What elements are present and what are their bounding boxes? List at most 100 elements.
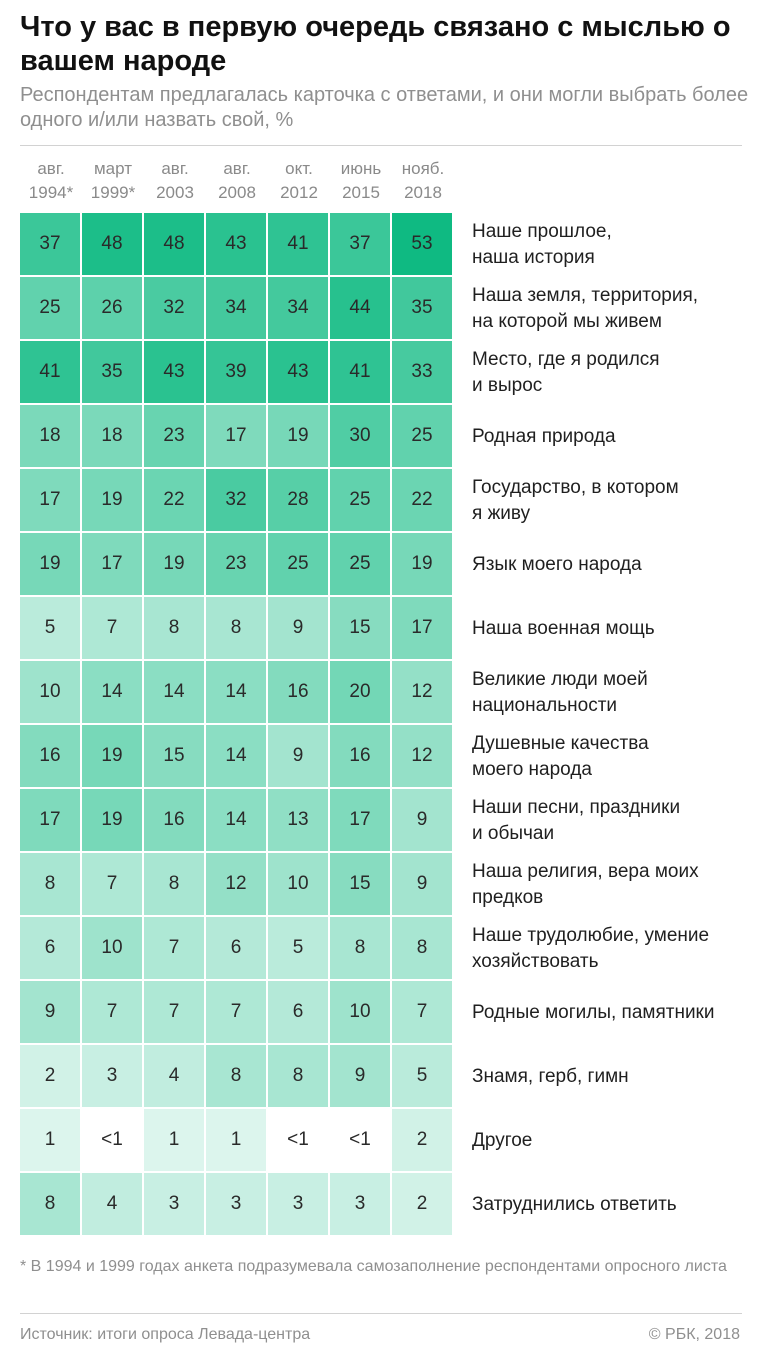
heatmap-cell: 8 [20,853,82,917]
column-header-year: 2012 [280,183,318,202]
heatmap-cell: 9 [268,597,330,661]
heatmap-cell: 8 [206,1045,268,1109]
heatmap-cell: 3 [268,1173,330,1237]
heatmap-cell: 19 [268,405,330,469]
row-label-line: моего народа [472,759,592,780]
row-label-line: Родная природа [472,426,616,447]
heatmap-cell: 2 [392,1173,454,1237]
heatmap-cell: 3 [206,1173,268,1237]
column-header: июнь 2015 [330,157,392,205]
row-label-line: Знамя, герб, гимн [472,1066,629,1087]
column-header: окт. 2012 [268,157,330,205]
heatmap-cell: 7 [144,981,206,1045]
row-label-line: Наше прошлое, [472,221,612,242]
heatmap-cell: 34 [268,277,330,341]
heatmap-cell: 17 [330,789,392,853]
heatmap-cell: 22 [144,469,206,533]
row-label-line: Язык моего народа [472,554,642,575]
row-label-line: хозяйствовать [472,951,599,972]
heatmap-cell: 8 [392,917,454,981]
column-header-year: 2015 [342,183,380,202]
column-header: март 1999* [82,157,144,205]
row-label: Затруднились ответить [472,1173,752,1237]
heatmap-cell: 8 [144,853,206,917]
heatmap-cell: 48 [144,213,206,277]
heatmap-cell: 3 [144,1173,206,1237]
heatmap-cell: 41 [268,213,330,277]
heatmap-cell: 17 [206,405,268,469]
heatmap-cell: 6 [20,917,82,981]
chart-title: Что у вас в первую очередь связано с мыс… [20,11,731,77]
heatmap-cell: 34 [206,277,268,341]
heatmap-cell: 2 [392,1109,454,1173]
heatmap-cell: 7 [82,597,144,661]
heatmap-cell: 19 [82,725,144,789]
heatmap-cell: 19 [392,533,454,597]
heatmap-cell: 16 [20,725,82,789]
heatmap-cell: 12 [392,725,454,789]
row-label: Душевные качества моего народа [472,725,752,789]
column-header: авг. 2003 [144,157,206,205]
heatmap-cell: 33 [392,341,454,405]
row-label-line: Место, где я родился [472,349,660,370]
row-label: Родная природа [472,405,752,469]
row-label-line: Другое [472,1130,533,1151]
chart-subtitle: Респондентам предлагалась карточка с отв… [20,84,749,131]
heatmap-cell: 3 [330,1173,392,1237]
heatmap-cell: 20 [330,661,392,725]
row-label-line: Наши песни, праздники [472,797,681,818]
heatmap-cell: 39 [206,341,268,405]
row-label-line: и обычаи [472,823,555,844]
heatmap-cell: 25 [392,405,454,469]
column-header: авг. 2008 [206,157,268,205]
heatmap-cell: 14 [82,661,144,725]
heatmap-cell: 9 [268,725,330,789]
heatmap-cell: 10 [330,981,392,1045]
row-label-line: Затруднились ответить [472,1194,677,1215]
heatmap-cell: 43 [268,341,330,405]
heatmap-cell: 7 [392,981,454,1045]
heatmap-cell: 17 [82,533,144,597]
heatmap-cell: 12 [392,661,454,725]
column-header-year: 1999* [90,183,136,202]
heatmap-cell: <1 [268,1109,330,1173]
column-header-month: нояб. [401,159,445,178]
heatmap-cell: 6 [206,917,268,981]
heatmap-cell: 43 [206,213,268,277]
heatmap-cell: 5 [268,917,330,981]
heatmap-cell: 8 [20,1173,82,1237]
heatmap-cell: 2 [20,1045,82,1109]
heatmap-cell: 7 [206,981,268,1045]
row-label: Родные могилы, памятники [472,981,752,1045]
credit: © РБК, 2018 [648,1326,740,1343]
heatmap-cell: 35 [392,277,454,341]
heatmap-cell: 7 [82,981,144,1045]
heatmap-cell: 3 [82,1045,144,1109]
column-header-month: июнь [340,159,382,178]
heatmap-cell: 23 [206,533,268,597]
heatmap-cell: 8 [144,597,206,661]
source-note: Источник: итоги опроса Левада-центра [20,1326,311,1343]
heatmap-cell: 9 [20,981,82,1045]
heatmap-cell: 1 [144,1109,206,1173]
footnote: * В 1994 и 1999 годах анкета подразумева… [20,1258,727,1275]
row-label-line: Наша религия, вера моих [472,861,699,882]
heatmap-cell: 8 [330,917,392,981]
column-header-year: 2018 [404,183,442,202]
heatmap-cell: <1 [82,1109,144,1173]
heatmap-cell: 9 [392,853,454,917]
column-header-year: 2003 [156,183,194,202]
heatmap-cell: 26 [82,277,144,341]
column-header-month: март [93,159,132,178]
heatmap-cell: 44 [330,277,392,341]
heatmap-cell: 10 [82,917,144,981]
heatmap-cell: 6 [268,981,330,1045]
row-label: Наша военная мощь [472,597,752,661]
heatmap-cell: 37 [330,213,392,277]
heatmap-cell: 19 [20,533,82,597]
heatmap-cell: 8 [206,597,268,661]
heatmap-cell: 14 [144,661,206,725]
row-label: Язык моего народа [472,533,752,597]
heatmap-cell: 13 [268,789,330,853]
row-label: Наше трудолюбие, умение хозяйствовать [472,917,752,981]
